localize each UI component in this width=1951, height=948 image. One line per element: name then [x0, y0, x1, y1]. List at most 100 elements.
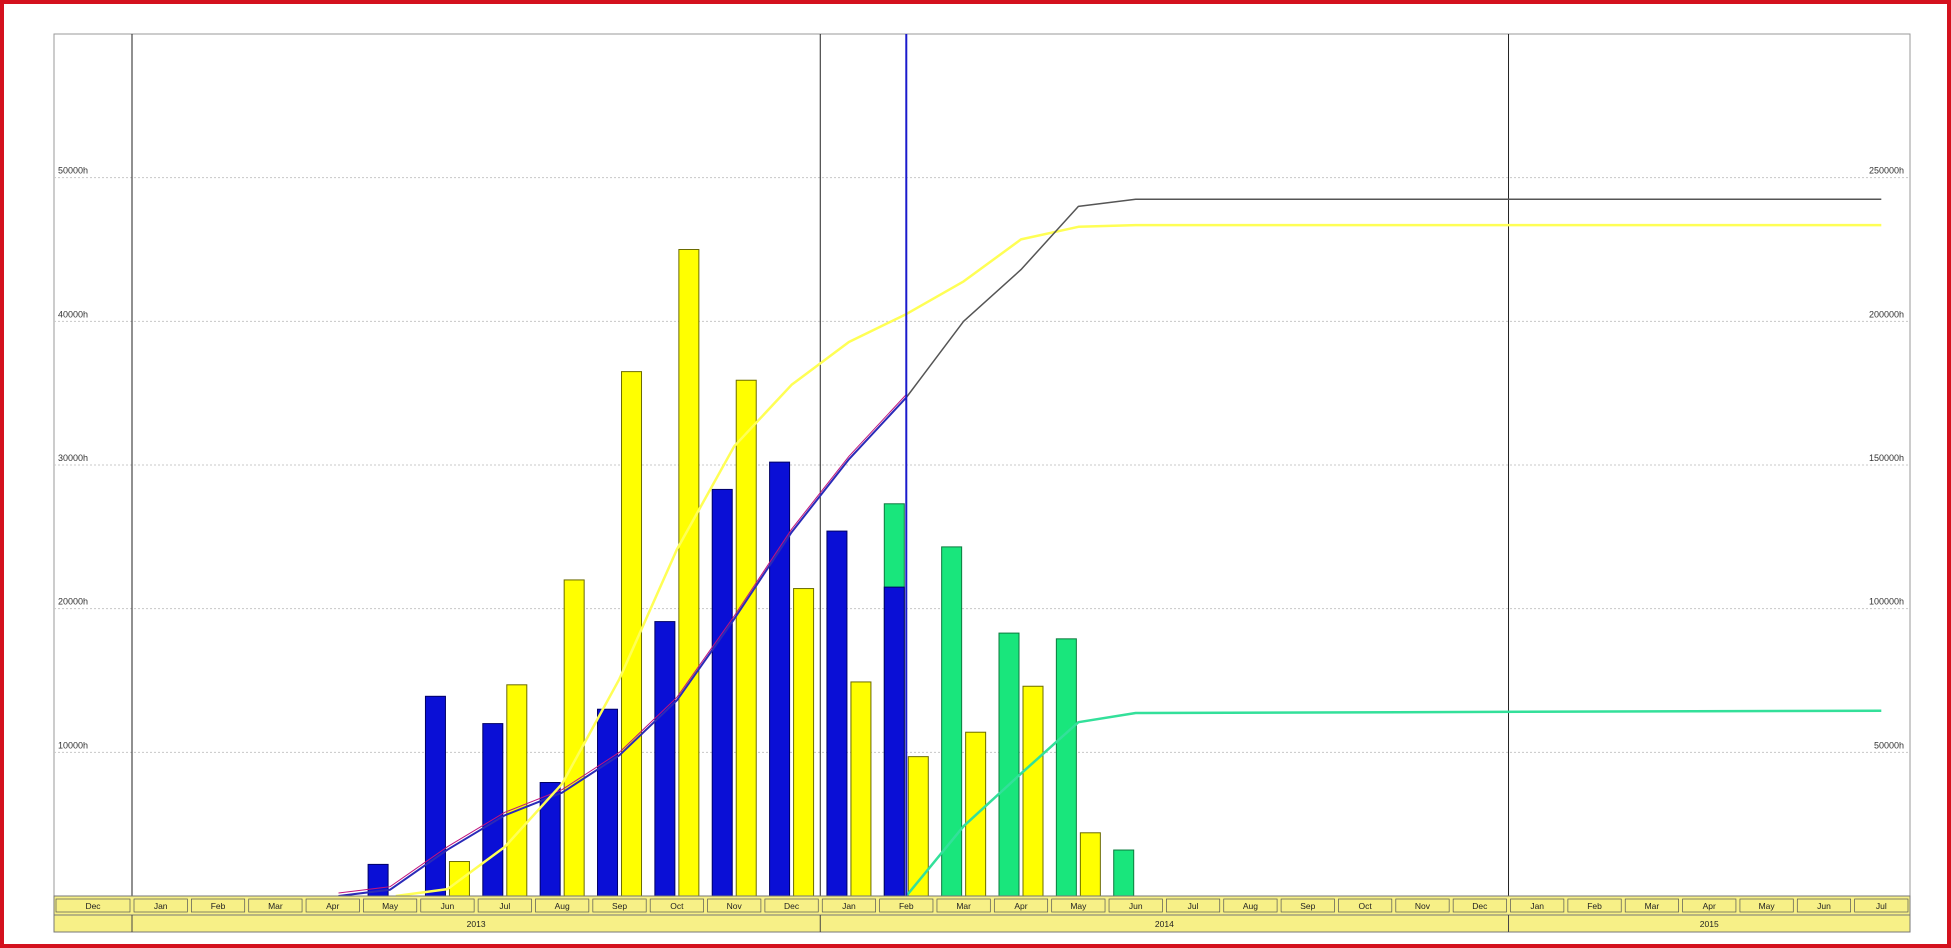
- left-axis-tick-label: 50000h: [58, 166, 88, 176]
- month-cell: [936, 898, 991, 913]
- month-cell: [1854, 898, 1909, 913]
- forecast-bar: [941, 546, 963, 897]
- month-tick-label: Sep: [612, 901, 627, 911]
- forecast-bar: [1113, 849, 1135, 897]
- month-cell: [1682, 898, 1737, 913]
- month-tick-label: Apr: [1703, 901, 1716, 911]
- actual-bar: [424, 695, 446, 897]
- month-tick-label: Oct: [1359, 901, 1373, 911]
- month-cell: [1624, 898, 1679, 913]
- month-tick-label: Mar: [268, 901, 283, 911]
- month-cell: [1108, 898, 1163, 913]
- right-axis-tick-label: 150000h: [1869, 453, 1904, 463]
- month-tick-label: May: [1759, 901, 1776, 911]
- month-cell: [649, 898, 704, 913]
- month-tick-label: May: [1070, 901, 1087, 911]
- planned-bar: [506, 684, 528, 897]
- month-tick-label: Jan: [842, 901, 856, 911]
- left-axis-tick-label: 20000h: [58, 597, 88, 607]
- month-tick-label: Jul: [1188, 901, 1199, 911]
- month-tick-label: Dec: [1472, 901, 1488, 911]
- month-tick-label: Aug: [1243, 901, 1258, 911]
- actual-bar: [826, 530, 848, 897]
- left-axis-tick-label: 40000h: [58, 309, 88, 319]
- month-cell: [1567, 898, 1622, 913]
- month-tick-label: Jun: [441, 901, 455, 911]
- month-cell: [1338, 898, 1393, 913]
- actual-bar: [482, 723, 504, 897]
- planned-bar: [678, 249, 700, 897]
- month-cell: [592, 898, 647, 913]
- planned-bar: [793, 588, 815, 897]
- left-axis-tick-label: 10000h: [58, 740, 88, 750]
- month-tick-label: Jun: [1129, 901, 1143, 911]
- actual-bar: [769, 461, 791, 897]
- forecast-bar: [1055, 638, 1077, 897]
- month-cell: [1051, 898, 1106, 913]
- month-cell: [879, 898, 934, 913]
- month-cell: [1280, 898, 1335, 913]
- month-tick-label: Nov: [1415, 901, 1431, 911]
- actual-bar: [597, 708, 619, 897]
- month-cell: [1223, 898, 1278, 913]
- month-tick-label: Oct: [670, 901, 684, 911]
- month-cell: [420, 898, 475, 913]
- month-tick-label: Mar: [1645, 901, 1660, 911]
- planned-bar: [1022, 685, 1044, 897]
- month-tick-label: Dec: [85, 901, 101, 911]
- month-tick-label: Aug: [555, 901, 570, 911]
- month-tick-label: Jan: [154, 901, 168, 911]
- month-cell: [55, 898, 131, 913]
- cum-planned-line: [395, 223, 1882, 898]
- planned-bar: [907, 756, 929, 897]
- month-cell: [1452, 898, 1507, 913]
- planned-bar: [735, 379, 757, 897]
- month-cell: [1395, 898, 1450, 913]
- month-tick-label: Sep: [1300, 901, 1315, 911]
- planned-bar: [1079, 832, 1101, 897]
- month-cell: [1166, 898, 1221, 913]
- forecast-bar: [998, 632, 1020, 897]
- year-tick-label: 2015: [1700, 919, 1719, 929]
- month-cell: [535, 898, 590, 913]
- right-axis-tick-label: 50000h: [1874, 740, 1904, 750]
- actual-bar: [654, 621, 676, 897]
- month-cell: [133, 898, 188, 913]
- month-cell: [1796, 898, 1851, 913]
- month-cell: [764, 898, 819, 913]
- actual-bar: [883, 586, 905, 897]
- month-tick-label: Nov: [727, 901, 743, 911]
- cum-actual-line-overlay: [338, 394, 907, 894]
- year-tick-label: 2013: [467, 919, 486, 929]
- month-cell: [821, 898, 876, 913]
- month-tick-label: Jul: [499, 901, 510, 911]
- right-axis-tick-label: 250000h: [1869, 166, 1904, 176]
- month-tick-label: Feb: [211, 901, 226, 911]
- month-tick-label: Dec: [784, 901, 800, 911]
- cum-forecast-line: [905, 709, 1882, 897]
- month-tick-label: Mar: [956, 901, 971, 911]
- month-tick-label: Jan: [1530, 901, 1544, 911]
- planned-bar: [563, 579, 585, 897]
- month-tick-label: Apr: [1014, 901, 1027, 911]
- right-axis-tick-label: 200000h: [1869, 309, 1904, 319]
- month-tick-label: Apr: [326, 901, 339, 911]
- month-cell: [707, 898, 762, 913]
- month-cell: [248, 898, 303, 913]
- month-tick-label: Feb: [899, 901, 914, 911]
- month-tick-label: Jun: [1817, 901, 1831, 911]
- month-tick-label: Jul: [1876, 901, 1887, 911]
- left-axis-tick-label: 30000h: [58, 453, 88, 463]
- month-cell: [363, 898, 418, 913]
- month-cell: [305, 898, 360, 913]
- month-cell: [191, 898, 246, 913]
- month-tick-label: Feb: [1587, 901, 1602, 911]
- month-cell: [1739, 898, 1794, 913]
- month-cell: [477, 898, 532, 913]
- month-tick-label: May: [382, 901, 399, 911]
- month-cell: [993, 898, 1049, 913]
- year-tick-label: 2014: [1155, 919, 1174, 929]
- month-cell: [1510, 898, 1565, 913]
- actual-bar: [711, 488, 733, 897]
